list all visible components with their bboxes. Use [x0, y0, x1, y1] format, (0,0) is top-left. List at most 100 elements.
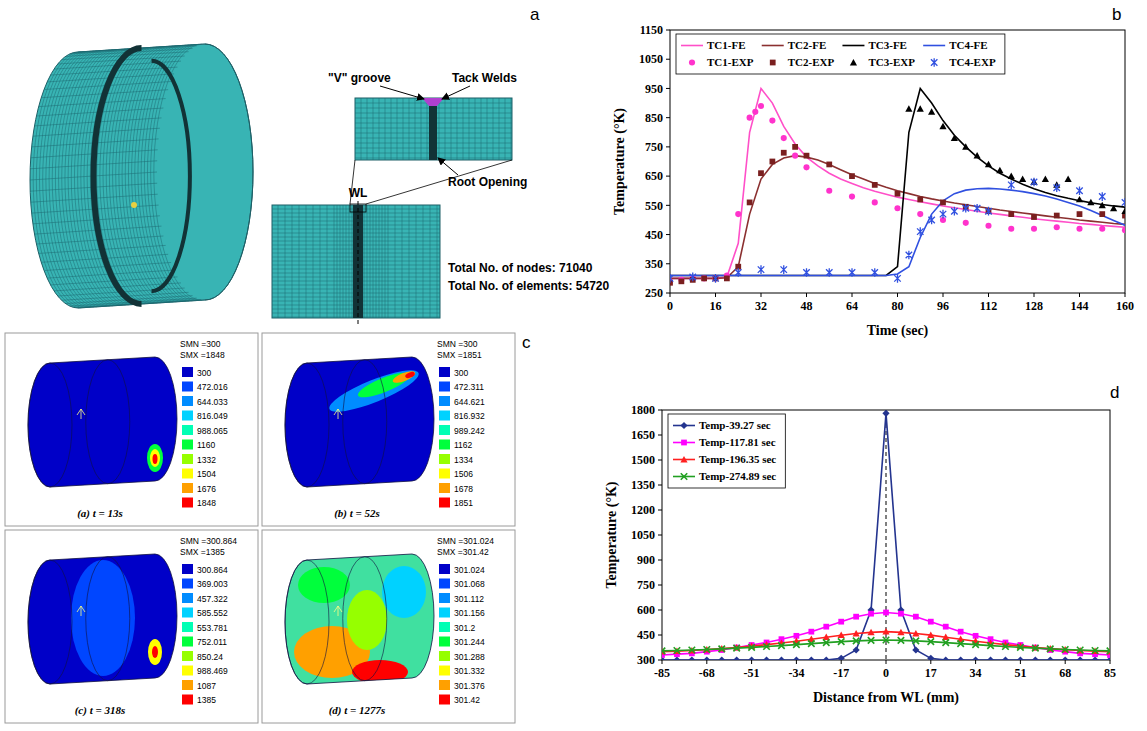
label: 988.469 — [197, 666, 228, 676]
label: 301.332 — [454, 666, 485, 676]
cylinder-body — [285, 554, 434, 684]
legend-swatch — [762, 45, 784, 47]
marker — [763, 656, 770, 660]
marker — [872, 268, 878, 277]
marker — [808, 640, 814, 646]
label: 472.311 — [454, 382, 484, 392]
marker — [913, 614, 919, 620]
marker — [951, 135, 958, 141]
weld-ring — [86, 557, 130, 681]
marker — [1047, 646, 1053, 652]
label: 1160 — [197, 440, 216, 450]
label: SMX =1385 — [180, 547, 225, 557]
marker — [882, 410, 889, 417]
marker — [1017, 656, 1024, 660]
tick-label: 68 — [1059, 666, 1071, 680]
legend-swatch — [689, 59, 695, 65]
tick-label: 34 — [970, 666, 982, 680]
zoom-mesh — [355, 98, 512, 160]
marker — [898, 637, 904, 643]
legend-swatch — [439, 637, 450, 647]
node-marker — [131, 202, 137, 208]
marker — [868, 637, 874, 643]
marker — [1122, 227, 1125, 233]
marker — [724, 276, 730, 282]
cylinder-outline — [285, 357, 434, 487]
tick-label: 85 — [1104, 666, 1116, 680]
arrow — [442, 86, 470, 99]
marker — [974, 152, 981, 158]
marker — [853, 630, 860, 636]
legend-swatch — [439, 680, 450, 690]
tick-label: -85 — [654, 666, 670, 680]
label: 1504 — [197, 469, 216, 479]
marker — [940, 210, 946, 219]
marker — [963, 204, 969, 213]
data-group — [670, 88, 1125, 285]
marker — [1031, 178, 1037, 187]
legend-swatch — [182, 367, 193, 377]
tick-label: 1200 — [631, 503, 655, 517]
legend-swatch — [182, 498, 193, 508]
caption: (b) t = 52s — [334, 507, 380, 520]
tick — [658, 485, 662, 486]
tick — [1110, 660, 1111, 664]
series-line — [670, 88, 1125, 275]
tick — [658, 585, 662, 586]
hot-spot — [148, 639, 162, 665]
label: 644.033 — [197, 397, 228, 407]
marker — [1017, 644, 1023, 650]
cylinder-body — [28, 554, 177, 684]
marker — [838, 638, 844, 644]
marker — [928, 108, 935, 114]
marker — [701, 275, 707, 281]
label: 1087 — [197, 681, 216, 691]
axis-title: Temperature (°K) — [604, 481, 620, 588]
frame-border — [5, 530, 258, 723]
tick — [930, 660, 931, 664]
tick-label: 600 — [637, 603, 655, 617]
tick — [1065, 660, 1066, 664]
marker — [1032, 656, 1039, 660]
tick-label: 750 — [637, 578, 655, 592]
legend-swatch — [182, 483, 193, 493]
marker — [1002, 643, 1008, 649]
caption: (d) t = 1277s — [329, 704, 386, 717]
marker — [808, 629, 814, 635]
tick — [751, 660, 752, 664]
legend-label: TC4-EXP — [949, 56, 996, 68]
tick-label: 51 — [1014, 666, 1026, 680]
frame-border — [262, 530, 515, 723]
marker — [752, 109, 758, 115]
marker — [962, 143, 969, 149]
series-line — [670, 88, 1125, 278]
marker — [1099, 192, 1105, 201]
tick-label: 950 — [645, 82, 663, 96]
chart-0: 0163248648096112128144160250350450550650… — [612, 23, 1134, 339]
marker — [735, 268, 741, 277]
legend-swatch — [850, 59, 857, 65]
hot-spot — [153, 454, 158, 464]
tick-label: 0 — [883, 666, 889, 680]
tick — [897, 293, 898, 297]
marker — [781, 150, 787, 156]
root-opening — [429, 98, 437, 160]
legend-swatch — [439, 440, 450, 450]
panel-letter: d — [1110, 383, 1119, 402]
legend-label: TC1-FE — [707, 39, 746, 51]
tick — [658, 410, 662, 411]
weld-band — [94, 48, 142, 304]
figure: 0163248648096112128144160250350450550650… — [0, 0, 1147, 731]
legend-swatch — [182, 622, 193, 632]
tick-label: 850 — [645, 111, 663, 125]
label: 457.322 — [197, 594, 228, 604]
arrow — [380, 86, 424, 99]
marker — [853, 638, 859, 644]
tick-label: -68 — [699, 666, 715, 680]
tick-label: 17 — [925, 666, 937, 680]
legend-swatch — [182, 680, 193, 690]
marker — [1062, 656, 1069, 660]
v-groove — [422, 98, 444, 106]
legend-box — [668, 414, 785, 488]
marker — [853, 614, 859, 620]
